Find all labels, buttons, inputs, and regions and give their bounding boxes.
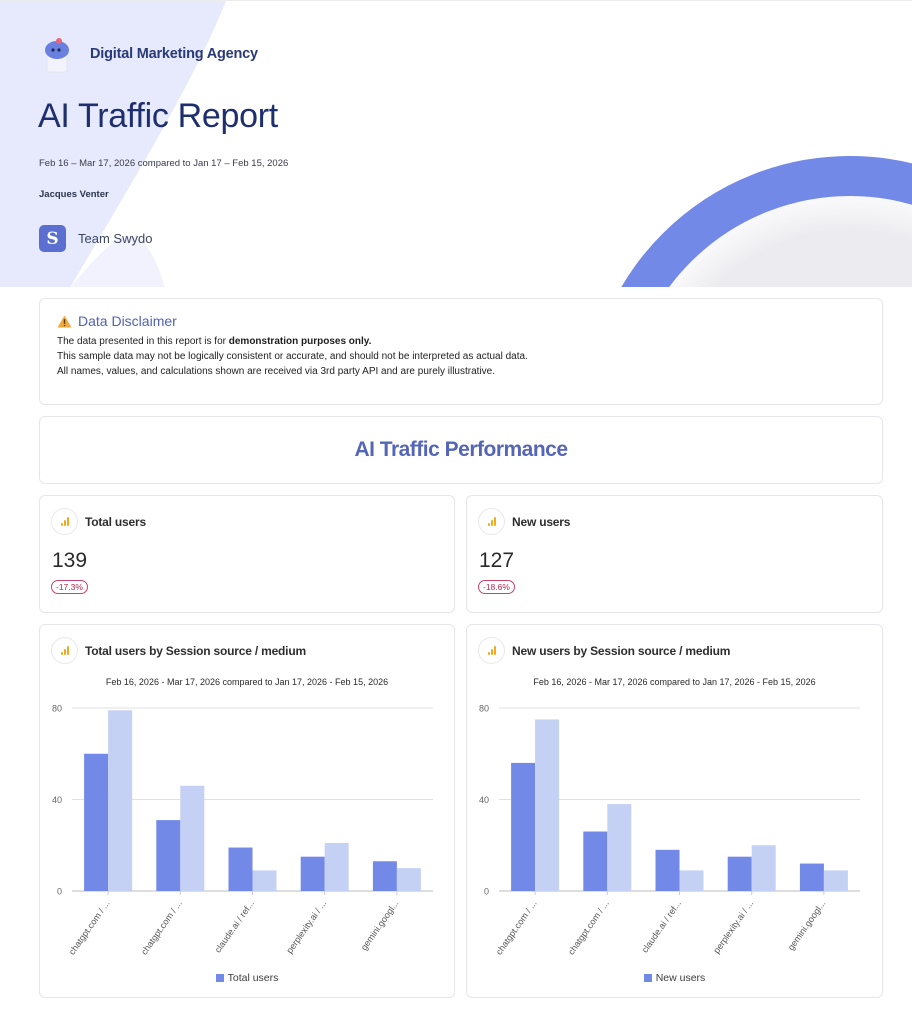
kpi-card-total-users: Total users 139 -17.3% [39, 495, 455, 613]
y-tick-label: 40 [479, 795, 489, 805]
bar-chart: 0 40 80 chatgpt.com / ... chatgpt.com / ... c… [52, 704, 433, 957]
kpi-change-badge: -17.3% [51, 580, 88, 594]
swydo-logo-icon: S [39, 225, 66, 252]
kpi-change-badge: -18.6% [478, 580, 515, 594]
bar-previous[interactable] [607, 804, 632, 891]
warning-icon [57, 315, 72, 327]
kpi-label: New users [512, 514, 571, 529]
y-tick-label: 80 [52, 704, 62, 714]
agency-brand: Digital Marketing Agency [40, 34, 258, 74]
legend-label: Total users [227, 972, 279, 984]
bar-current[interactable] [300, 856, 325, 891]
y-tick-label: 0 [57, 887, 62, 897]
bar-current[interactable] [84, 753, 109, 891]
kpi-header: Total users [51, 508, 443, 535]
agency-name: Digital Marketing Agency [90, 46, 258, 62]
team-info: S Team Swydo [39, 225, 152, 252]
legend-label: New users [655, 972, 706, 984]
disclaimer-emphasis: demonstration purposes only. [228, 336, 372, 347]
chart-subtitle: Feb 16, 2026 - Mar 17, 2026 compared to … [105, 677, 389, 687]
bar-previous[interactable] [679, 870, 704, 891]
x-tick-label: perplexity.ai / ... [711, 898, 755, 955]
bar-previous[interactable] [324, 842, 349, 891]
chart-legend[interactable]: Total users [40, 972, 454, 984]
bar-current[interactable] [511, 762, 536, 891]
kpi-card-new-users: New users 127 -18.6% [466, 495, 883, 613]
google-analytics-icon [478, 508, 505, 535]
y-tick-label: 0 [484, 887, 489, 897]
chart-subtitle: Feb 16, 2026 - Mar 17, 2026 compared to … [533, 677, 816, 687]
bar-previous[interactable] [180, 785, 205, 891]
kpi-value: 127 [479, 549, 515, 572]
chart-card-new-users-by-source: New users by Session source / medium Feb… [466, 624, 883, 998]
team-name: Team Swydo [78, 231, 153, 246]
chart-title: Total users by Session source / medium [85, 643, 306, 658]
bar-previous[interactable] [252, 870, 277, 891]
bar-current[interactable] [727, 856, 752, 891]
report-cover: Digital Marketing Agency AI Traffic Repo… [0, 0, 912, 287]
bar-current[interactable] [583, 831, 608, 891]
report-title: AI Traffic Report [38, 97, 278, 135]
section-title: AI Traffic Performance [354, 438, 568, 461]
disclaimer-line-1: The data presented in this report is for… [57, 334, 865, 349]
report-author: Jacques Venter [39, 189, 109, 200]
google-analytics-icon [51, 508, 78, 535]
x-tick-label: claude.ai / ref... [213, 898, 256, 954]
bar-current[interactable] [228, 847, 253, 891]
bar-chart: 0 40 80 chatgpt.com / ... chatgpt.com / ... c… [479, 704, 860, 957]
x-tick-label: chatgpt.com / ... [494, 898, 539, 956]
disclaimer-title: Data Disclaimer [78, 313, 177, 329]
chart-header: Total users by Session source / medium [51, 637, 443, 664]
y-tick-label: 40 [52, 795, 62, 805]
disclaimer-line-3: All names, values, and calculations show… [57, 366, 496, 377]
x-tick-label: chatgpt.com / ... [566, 898, 611, 956]
legend-swatch-icon [643, 974, 652, 982]
x-tick-label: gemini.googl... [786, 898, 828, 952]
x-tick-label: chatgpt.com / ... [67, 898, 112, 956]
disclaimer-line-1-text: The data presented in this report is for [57, 336, 229, 347]
legend-swatch-icon [215, 974, 224, 982]
bar-previous[interactable] [751, 845, 776, 891]
google-analytics-icon [51, 637, 78, 664]
data-disclaimer-card: Data Disclaimer The data presented in th… [39, 298, 883, 405]
chart-card-total-users-by-source: Total users by Session source / medium F… [39, 624, 455, 998]
bar-previous[interactable] [535, 719, 560, 891]
report-date-range: Feb 16 – Mar 17, 2026 compared to Jan 17… [39, 158, 289, 169]
chart-legend[interactable]: New users [467, 972, 882, 984]
x-tick-label: perplexity.ai / ... [284, 898, 328, 955]
x-tick-label: chatgpt.com / ... [139, 898, 184, 956]
x-tick-label: claude.ai / ref... [640, 898, 683, 954]
kpi-label: Total users [85, 514, 146, 529]
disclaimer-line-2: This sample data may not be logically co… [57, 351, 528, 362]
agency-mascot-logo-icon [45, 38, 69, 73]
kpi-value: 139 [52, 549, 88, 572]
y-tick-label: 80 [479, 704, 489, 714]
bar-previous[interactable] [396, 868, 421, 891]
google-analytics-icon [478, 637, 505, 664]
kpi-header: New users [478, 508, 871, 535]
bar-current[interactable] [799, 863, 824, 891]
chart-header: New users by Session source / medium [478, 637, 871, 664]
bar-current[interactable] [655, 849, 680, 891]
x-tick-label: gemini.googl... [359, 898, 401, 952]
bar-current[interactable] [372, 861, 397, 891]
bar-previous[interactable] [823, 870, 848, 891]
chart-title: New users by Session source / medium [512, 643, 731, 658]
section-header-card: AI Traffic Performance [39, 416, 883, 484]
disclaimer-heading: Data Disclaimer [57, 313, 865, 329]
bar-current[interactable] [156, 820, 181, 891]
bar-previous[interactable] [108, 710, 133, 891]
